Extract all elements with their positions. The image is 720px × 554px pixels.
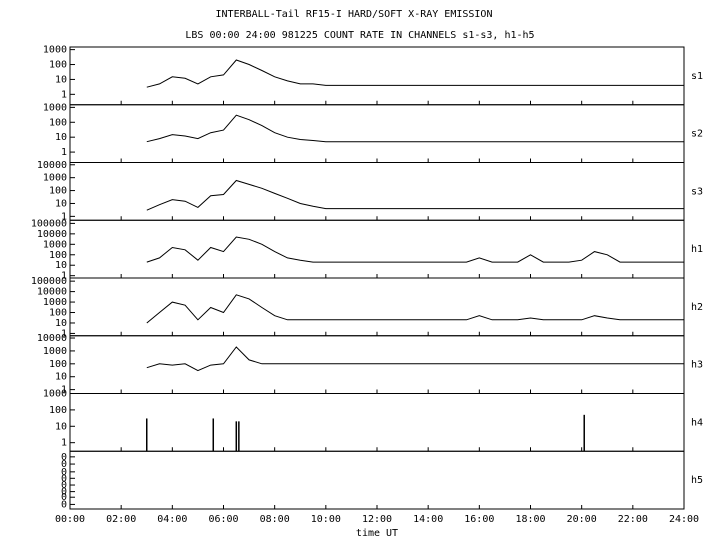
y-tick-label: 10000 bbox=[37, 160, 67, 171]
series-line bbox=[146, 346, 684, 372]
y-tick-label: 0 bbox=[61, 480, 67, 491]
y-tick-label: 0 bbox=[61, 499, 67, 510]
y-tick-label: 0 bbox=[61, 452, 67, 463]
chart-subtitle: LBS 00:00 24:00 981225 COUNT RATE IN CHA… bbox=[185, 30, 534, 41]
y-tick-label: 0 bbox=[61, 473, 67, 484]
panel-label: h3 bbox=[691, 360, 703, 371]
y-tick-label: 10000 bbox=[37, 287, 67, 298]
y-tick-label: 100 bbox=[49, 60, 67, 71]
panel-frame bbox=[69, 162, 685, 221]
panel-frame bbox=[69, 46, 685, 106]
y-tick-label: 100 bbox=[49, 117, 67, 128]
y-tick-label: 1000 bbox=[43, 297, 67, 308]
x-axis-label: time UT bbox=[356, 528, 398, 539]
y-tick-label: 1000 bbox=[43, 239, 67, 250]
y-tick-label: 10000 bbox=[37, 229, 67, 240]
panel-label: s2 bbox=[691, 129, 703, 140]
x-tick-label: 10:00 bbox=[311, 514, 341, 525]
panel-label: h4 bbox=[691, 417, 703, 428]
y-tick-label: 0 bbox=[61, 487, 67, 498]
y-tick-label: 10 bbox=[55, 318, 67, 329]
y-tick-label: 0 bbox=[61, 492, 67, 503]
x-tick-label: 18:00 bbox=[515, 514, 545, 525]
series-line bbox=[146, 294, 684, 324]
y-tick-label: 10 bbox=[55, 421, 67, 432]
y-tick-label: 1 bbox=[61, 147, 67, 158]
y-tick-label: 100 bbox=[49, 359, 67, 370]
panel-frame bbox=[69, 393, 685, 452]
panel-frame bbox=[69, 277, 685, 337]
panel-frame bbox=[69, 335, 685, 394]
panel-label: h5 bbox=[691, 475, 703, 486]
x-tick-label: 14:00 bbox=[413, 514, 443, 525]
y-tick-label: 10 bbox=[55, 260, 67, 271]
x-tick-label: 02:00 bbox=[106, 514, 136, 525]
panel-label: s3 bbox=[691, 186, 703, 197]
y-tick-label: 10 bbox=[55, 74, 67, 85]
y-tick-label: 1000 bbox=[43, 389, 67, 400]
x-tick-label: 12:00 bbox=[362, 514, 392, 525]
y-tick-label: 1 bbox=[61, 89, 67, 100]
x-tick-label: 16:00 bbox=[464, 514, 494, 525]
series-line bbox=[146, 114, 684, 143]
y-tick-label: 1000 bbox=[43, 102, 67, 113]
panel-frame bbox=[69, 219, 685, 279]
y-tick-label: 100 bbox=[49, 250, 67, 261]
y-tick-label: 10 bbox=[55, 372, 67, 383]
y-tick-label: 1 bbox=[61, 438, 67, 449]
panel-frame bbox=[69, 104, 685, 163]
chart-title: INTERBALL-Tail RF15-I HARD/SOFT X-RAY EM… bbox=[216, 9, 493, 20]
x-tick-label: 22:00 bbox=[618, 514, 648, 525]
x-tick-label: 24:00 bbox=[669, 514, 699, 525]
y-tick-label: 1000 bbox=[43, 173, 67, 184]
y-tick-label: 1 bbox=[61, 328, 67, 339]
panel-label: s1 bbox=[691, 71, 703, 82]
series-line bbox=[146, 179, 684, 211]
x-tick-label: 04:00 bbox=[157, 514, 187, 525]
y-tick-label: 1 bbox=[61, 385, 67, 396]
series-line bbox=[146, 59, 684, 88]
y-tick-label: 1000 bbox=[43, 346, 67, 357]
x-tick-label: 00:00 bbox=[55, 514, 85, 525]
y-tick-label: 0 bbox=[61, 467, 67, 478]
x-tick-label: 20:00 bbox=[567, 514, 597, 525]
y-tick-label: 1 bbox=[61, 271, 67, 282]
y-tick-label: 10 bbox=[55, 132, 67, 143]
series-line bbox=[146, 236, 684, 263]
x-tick-label: 08:00 bbox=[260, 514, 290, 525]
panel-label: h1 bbox=[691, 244, 703, 255]
y-tick-label: 1000 bbox=[43, 45, 67, 56]
y-tick-label: 0 bbox=[61, 459, 67, 470]
x-tick-label: 06:00 bbox=[208, 514, 238, 525]
panel-label: h2 bbox=[691, 302, 703, 313]
y-tick-label: 10 bbox=[55, 198, 67, 209]
y-tick-label: 100 bbox=[49, 405, 67, 416]
y-tick-label: 100000 bbox=[31, 276, 67, 287]
y-tick-label: 100 bbox=[49, 186, 67, 197]
y-tick-label: 100000 bbox=[31, 218, 67, 229]
y-tick-label: 10000 bbox=[37, 333, 67, 344]
y-tick-label: 100 bbox=[49, 308, 67, 319]
y-tick-label: 1 bbox=[61, 211, 67, 222]
panel-frame bbox=[69, 450, 685, 510]
